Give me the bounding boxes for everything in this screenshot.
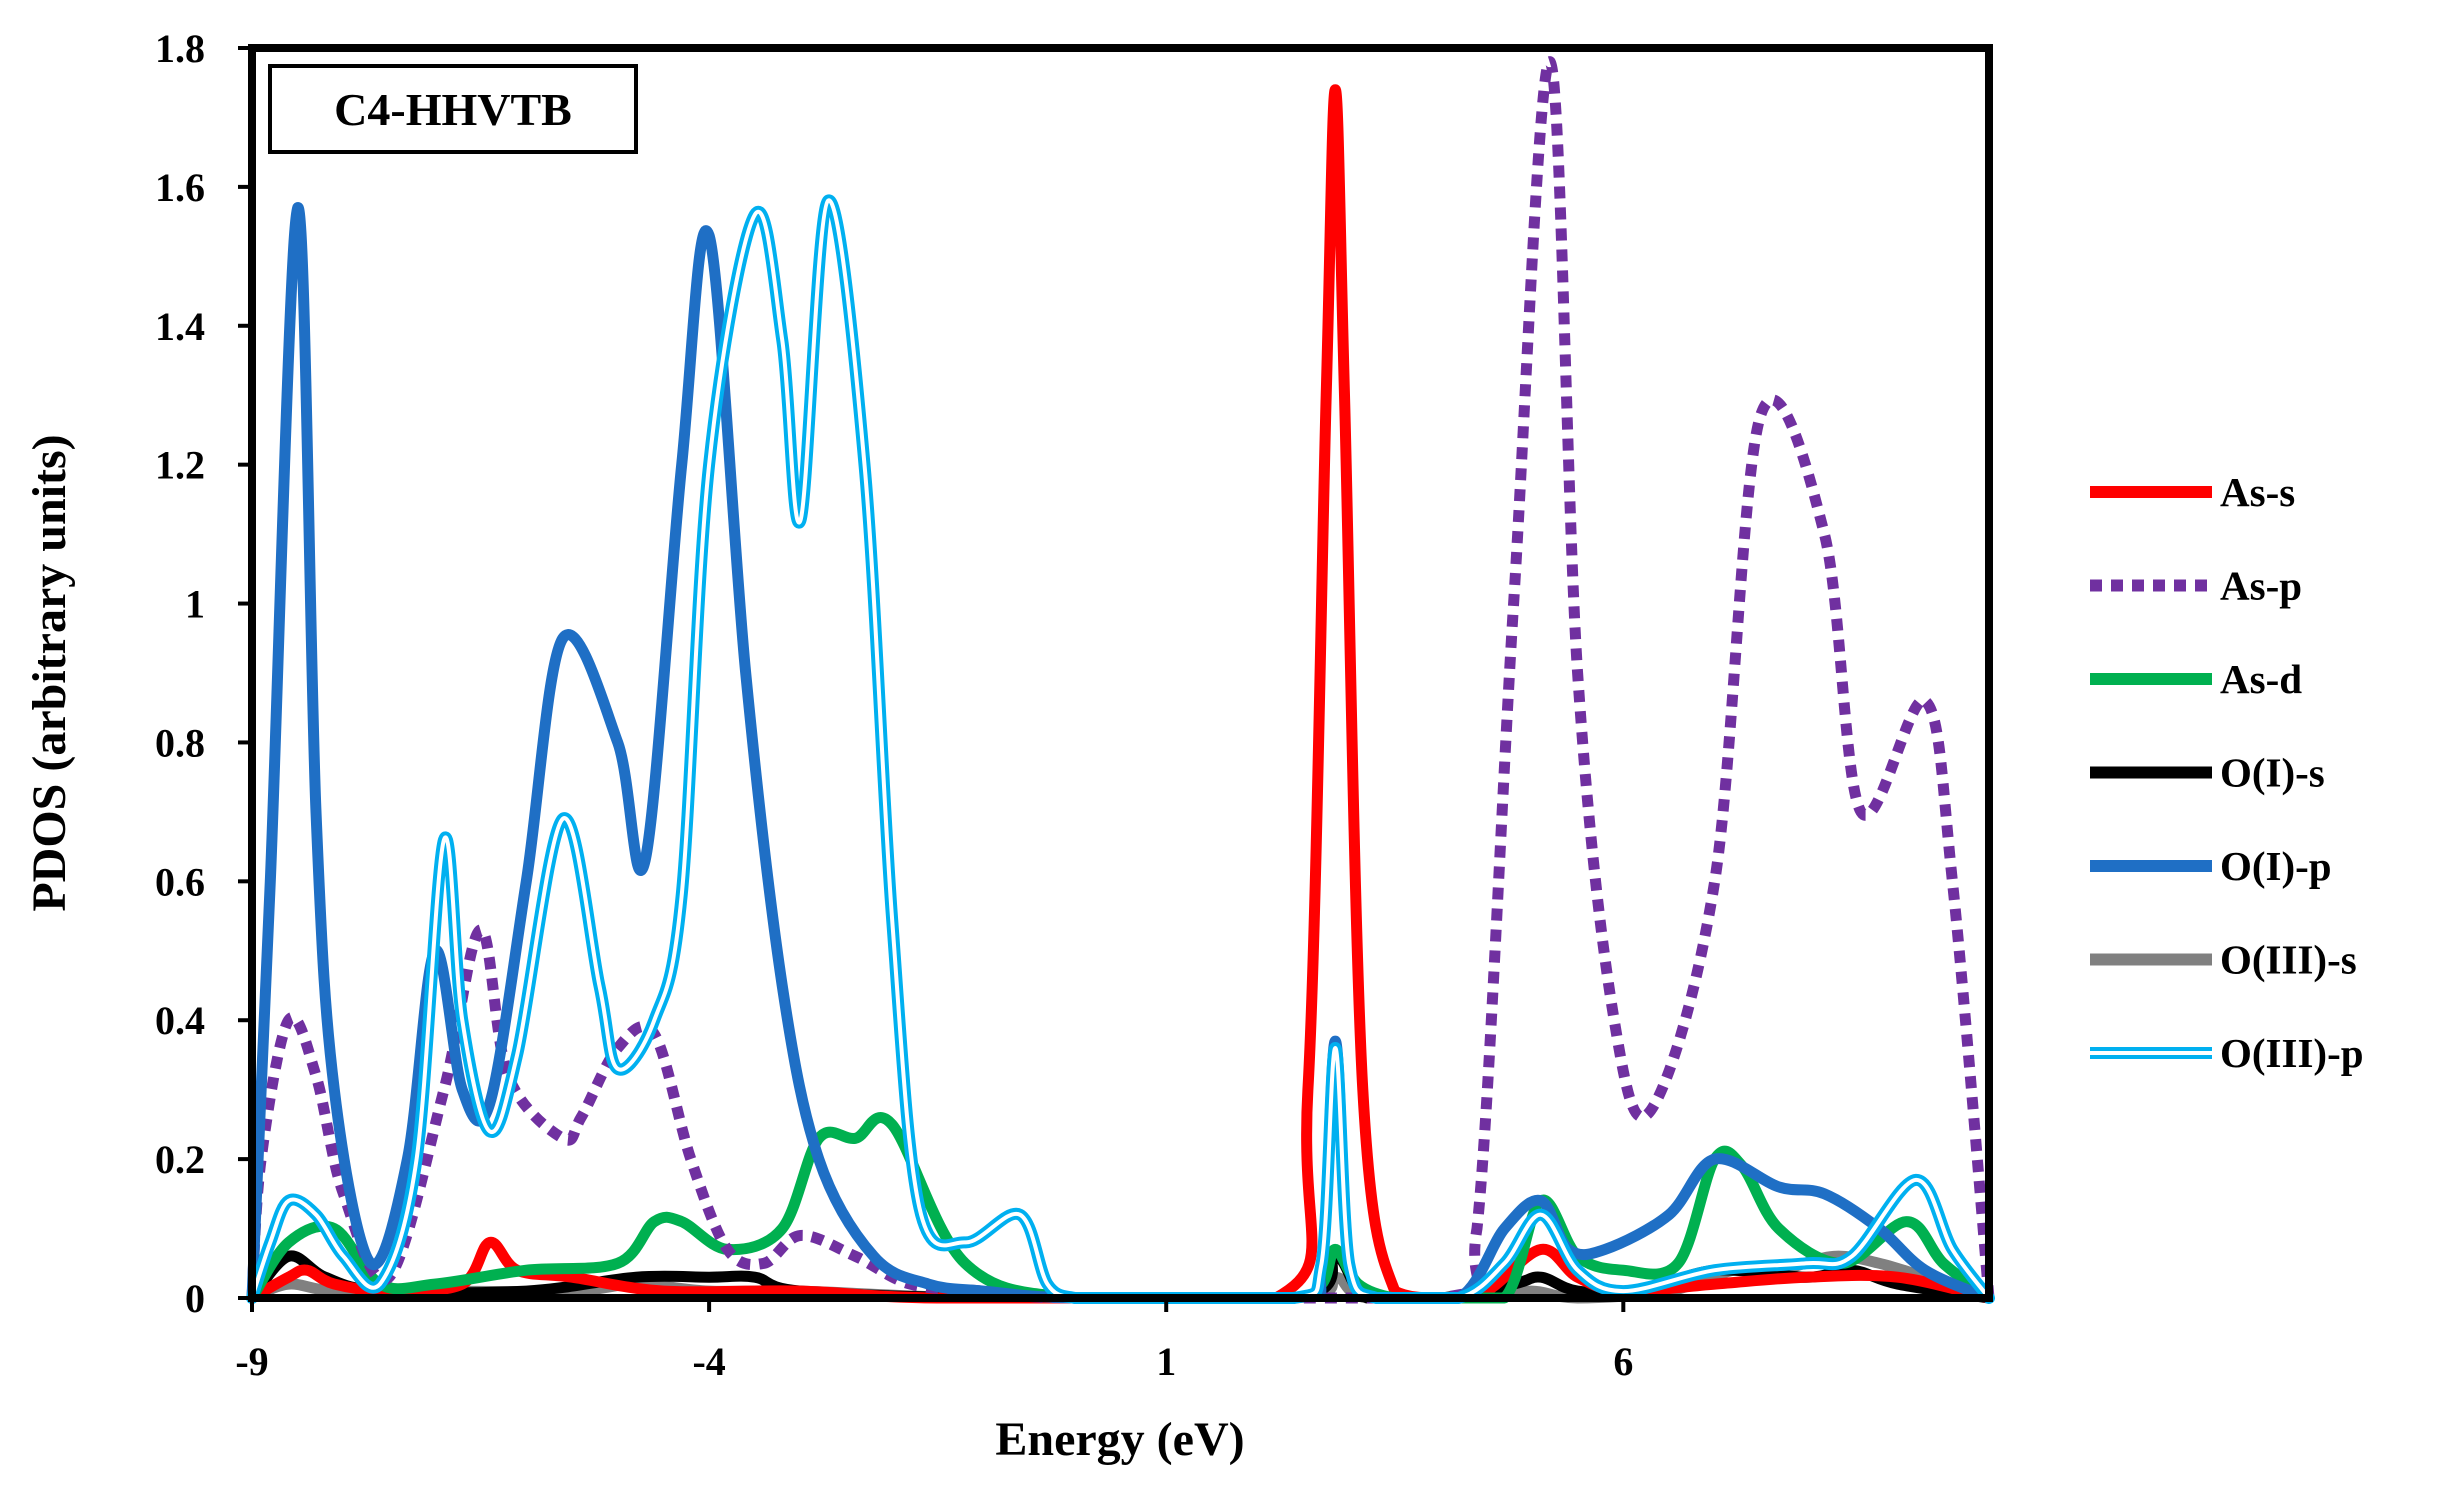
x-tick-label: -4 [692,1339,725,1384]
legend-label: As-p [2220,563,2302,609]
legend-item: As-s [2090,469,2295,515]
plot-frame [248,44,1993,1302]
legend-item: O(III)-p [2090,1030,2364,1076]
legend-item: O(III)-s [2090,937,2357,983]
legend-label: As-s [2220,469,2295,515]
series-layer [246,56,1995,1305]
x-tick-label: 1 [1156,1339,1176,1384]
series-line-as-s [246,84,1995,1304]
annotation-label: C4-HHVTB [334,84,572,135]
annotation-box: C4-HHVTB [268,64,638,154]
y-tick-label: 1 [185,582,205,627]
y-tick-label: 0 [185,1276,205,1321]
series-line-o-iii-p-inner [250,198,1991,1301]
x-tick-label: 6 [1613,1339,1633,1384]
legend: As-s As-p As-d O(I)-s O(I)-p O(III)-s O(III)-p [2090,469,2364,1076]
ticks-layer: -9 -4 1 6 0 0.2 0.4 0.6 0.8 1 1.2 1.4 1.6 1.8 [155,26,1633,1384]
y-tick-label: 1.6 [155,165,205,210]
y-tick-label: 0.4 [155,998,205,1043]
legend-label: O(III)-p [2220,1030,2364,1076]
y-tick-label: 0.6 [155,859,205,904]
x-tick-label: -9 [235,1339,268,1384]
legend-item: O(I)-p [2090,843,2332,889]
legend-label: O(I)-p [2220,843,2332,889]
legend-item: As-p [2090,563,2302,609]
y-tick-label: 0.2 [155,1137,205,1182]
y-tick-label: 1.4 [155,304,205,349]
legend-label: O(I)-s [2220,750,2325,796]
legend-item: As-d [2090,656,2302,702]
x-axis-title: Energy (eV) [995,1413,1244,1466]
series-line-o-i-p [246,202,1995,1304]
legend-item: O(I)-s [2090,750,2325,796]
legend-label: As-d [2220,656,2302,702]
annotation-frame [268,64,638,154]
legend-label: O(III)-s [2220,937,2357,983]
y-tick-label: 1.2 [155,443,205,488]
y-tick-label: 1.8 [155,26,205,71]
y-axis-title: PDOS (arbitrary units) [23,434,76,911]
y-tick-label: 0.8 [155,720,205,765]
